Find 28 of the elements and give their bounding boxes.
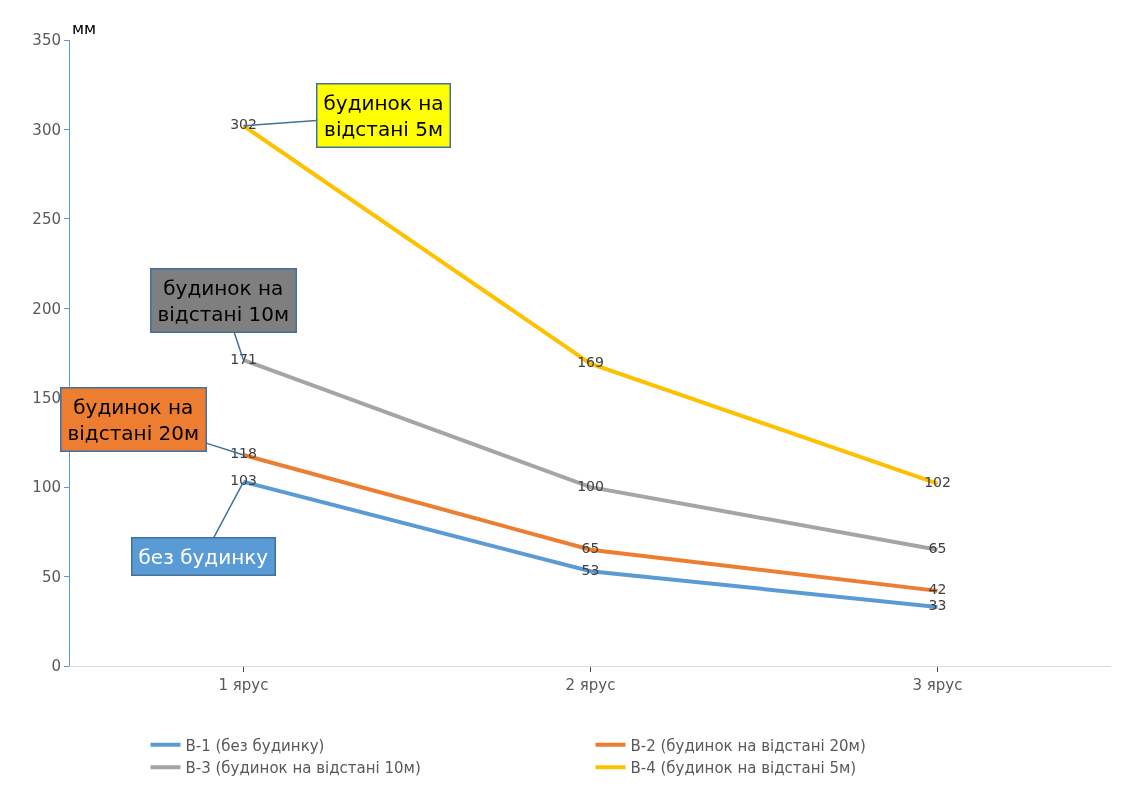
annotation: будинок на відстані 10м [157, 275, 290, 326]
data-label: 100 [577, 477, 604, 494]
y-tick-label: 50 [41, 567, 61, 586]
data-label: 65 [928, 540, 947, 557]
annotation: будинок на відстані 20м [67, 394, 200, 445]
y-tick-label: 250 [32, 210, 61, 229]
y-tick-label: 200 [32, 299, 61, 318]
x-tick-label: 3 ярус [912, 676, 963, 694]
data-label: 53 [581, 561, 600, 578]
y-tick-label: 0 [51, 657, 61, 676]
data-label: 42 [928, 581, 947, 598]
data-label: 33 [928, 597, 947, 614]
y-tick-label: 100 [32, 478, 61, 497]
legend-label: B-1 (без будинку) [185, 736, 325, 755]
legend-label: B-4 (будинок на відстані 5м) [630, 759, 857, 778]
data-label: 102 [924, 474, 951, 491]
annotation: без будинку [138, 544, 269, 569]
y-tick-label: 350 [32, 31, 61, 50]
y-tick-label: 300 [32, 120, 61, 139]
legend-label: B-2 (будинок на відстані 20м) [630, 736, 866, 755]
y-tick-label: 150 [32, 388, 61, 407]
x-tick-label: 2 ярус [565, 676, 616, 694]
y-axis-title: мм [72, 19, 97, 38]
x-tick-label: 1 ярус [218, 676, 269, 694]
annotation: будинок на відстані 5м [323, 90, 444, 141]
data-label: 171 [230, 350, 257, 367]
legend-label: B-3 (будинок на відстані 10м) [185, 759, 421, 778]
data-label: 302 [230, 116, 257, 133]
